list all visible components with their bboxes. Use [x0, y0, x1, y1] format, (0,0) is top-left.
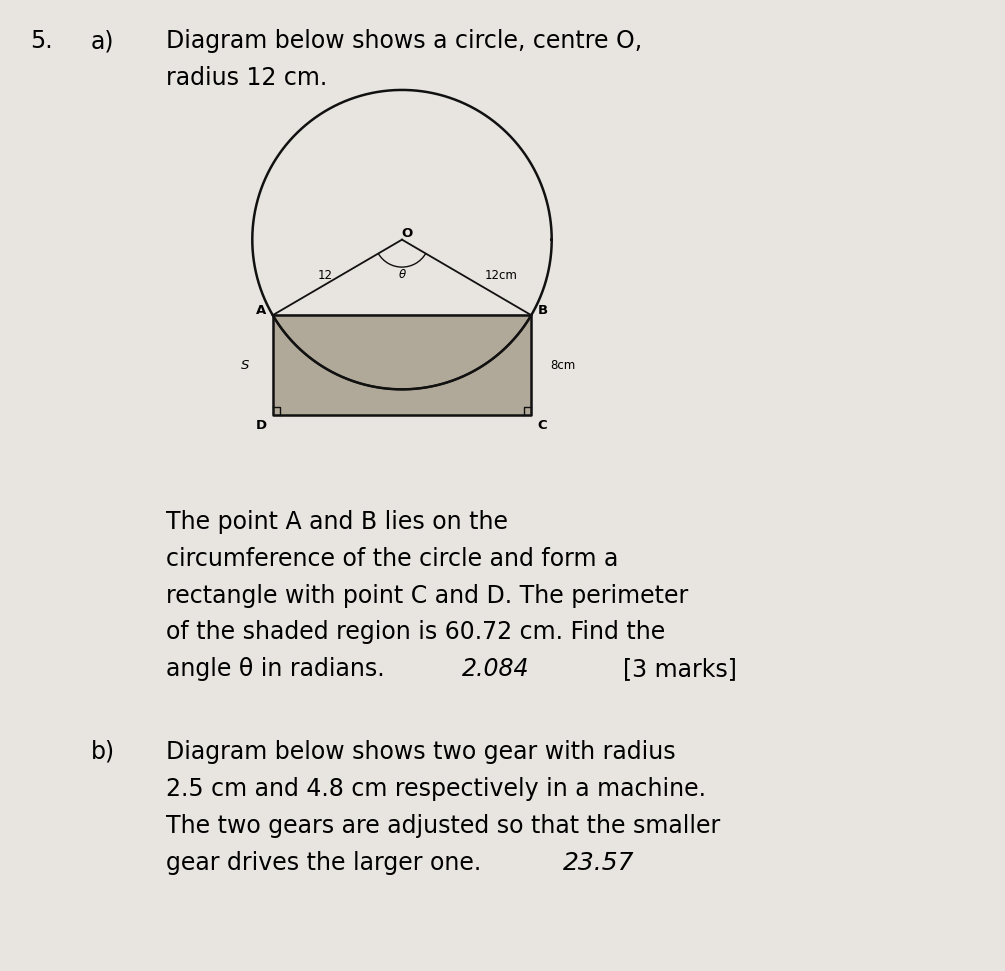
Text: 2.5 cm and 4.8 cm respectively in a machine.: 2.5 cm and 4.8 cm respectively in a mach…	[166, 777, 706, 801]
Text: of the shaded region is 60.72 cm. Find the: of the shaded region is 60.72 cm. Find t…	[166, 620, 665, 645]
Text: a): a)	[90, 29, 114, 53]
Text: θ: θ	[398, 268, 406, 281]
Text: rectangle with point C and D. The perimeter: rectangle with point C and D. The perime…	[166, 584, 688, 608]
Text: Diagram below shows two gear with radius: Diagram below shows two gear with radius	[166, 740, 675, 764]
Text: D: D	[255, 419, 266, 432]
Text: 5.: 5.	[30, 29, 53, 53]
Text: [3 marks]: [3 marks]	[623, 657, 737, 682]
Text: C: C	[538, 419, 547, 432]
Text: Diagram below shows a circle, centre O,: Diagram below shows a circle, centre O,	[166, 29, 642, 53]
Text: O: O	[401, 227, 413, 240]
Text: The two gears are adjusted so that the smaller: The two gears are adjusted so that the s…	[166, 814, 720, 838]
Text: B: B	[538, 304, 548, 317]
Text: The point A and B lies on the: The point A and B lies on the	[166, 510, 508, 534]
Polygon shape	[272, 316, 532, 389]
Text: 2.084: 2.084	[462, 657, 530, 682]
Text: angle θ in radians.: angle θ in radians.	[166, 657, 385, 682]
Text: S: S	[241, 358, 249, 372]
Text: 8cm: 8cm	[550, 358, 575, 372]
Text: circumference of the circle and form a: circumference of the circle and form a	[166, 547, 618, 571]
Text: A: A	[256, 304, 266, 317]
Text: radius 12 cm.: radius 12 cm.	[166, 66, 327, 90]
Text: gear drives the larger one.: gear drives the larger one.	[166, 851, 481, 875]
Text: 12: 12	[318, 269, 333, 282]
Text: 23.57: 23.57	[563, 851, 634, 875]
Text: 12cm: 12cm	[484, 269, 517, 282]
Text: b): b)	[90, 740, 115, 764]
Polygon shape	[272, 316, 532, 415]
